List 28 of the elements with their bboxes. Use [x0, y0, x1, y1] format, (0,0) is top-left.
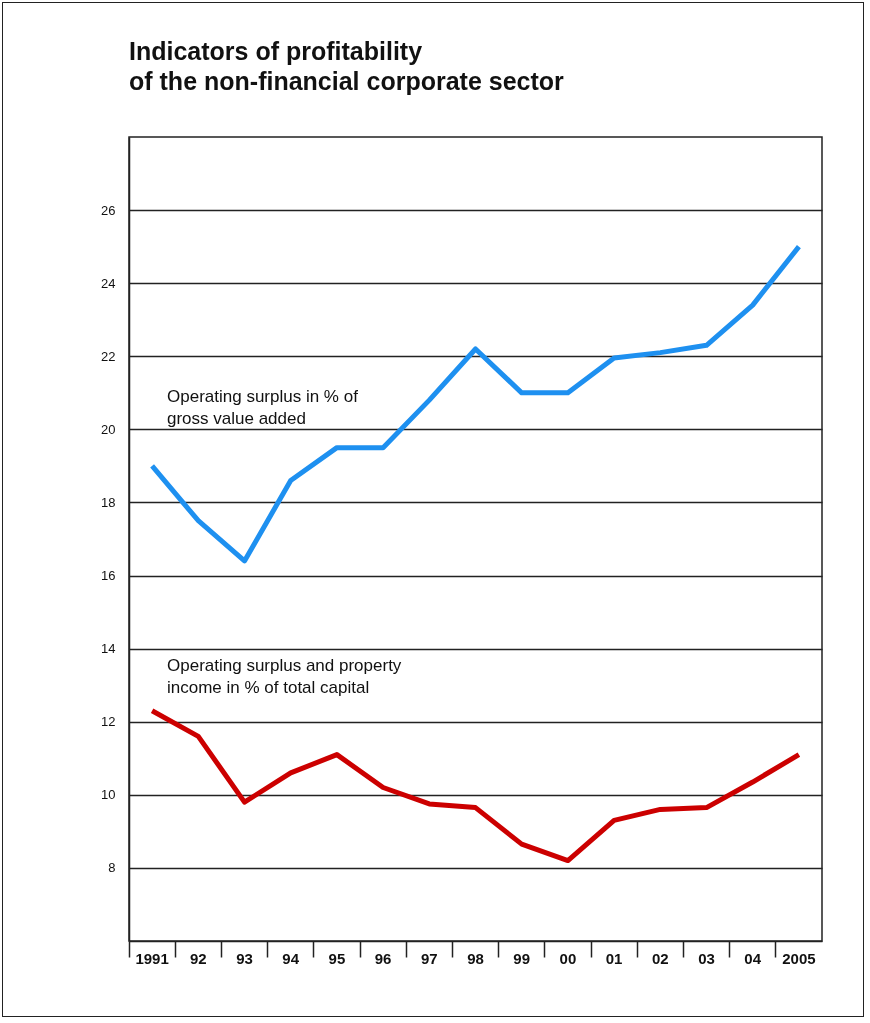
x-tick-label: 97 [420, 949, 438, 967]
y-tick-label: 16 [101, 568, 116, 584]
series-label: Operating surplus in % of gross value added [167, 387, 359, 428]
x-tick-label: 92 [189, 949, 207, 967]
x-tick-label: 96 [374, 949, 392, 967]
chart-title: Indicators of profitability of the non-financial corporate sector [129, 37, 565, 95]
y-tick-label: 10 [101, 787, 116, 803]
x-tick-label: 00 [559, 949, 577, 967]
y-tick-label: 26 [101, 202, 116, 218]
x-tick-label: 2005 [782, 949, 816, 967]
y-tick-label: 20 [101, 421, 116, 437]
y-tick-label: 12 [101, 714, 116, 730]
series-label: Operating surplus and property income in % of total capital [167, 656, 402, 697]
x-tick-label: 98 [467, 949, 484, 967]
x-tick-label: 1991 [135, 949, 169, 967]
y-tick-label: 18 [101, 494, 116, 510]
x-tick-label: 95 [328, 949, 346, 967]
x-tick-label: 99 [513, 949, 531, 967]
x-tick-label: 01 [605, 949, 623, 967]
x-tick-label: 04 [744, 949, 762, 967]
y-tick-label: 14 [101, 641, 116, 657]
x-tick-label: 94 [282, 949, 300, 967]
y-tick-label: 8 [108, 860, 116, 876]
x-tick-label: 02 [651, 949, 669, 967]
x-tick-label: 03 [698, 949, 715, 967]
x-tick-label: 93 [236, 949, 253, 967]
y-tick-label: 22 [101, 348, 116, 364]
y-tick-label: 24 [101, 275, 116, 291]
